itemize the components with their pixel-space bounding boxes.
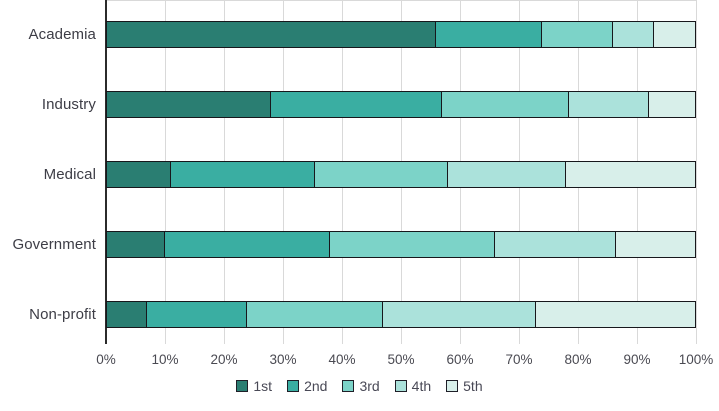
bar-segment-industry-4th[interactable]: [567, 91, 649, 118]
legend-label-1st: 1st: [253, 378, 273, 394]
bar-segment-industry-2nd[interactable]: [269, 91, 443, 118]
category-label-non-profit: Non-profit: [29, 306, 96, 323]
legend-item-2nd[interactable]: 2nd: [287, 378, 327, 394]
legend-item-1st[interactable]: 1st: [236, 378, 272, 394]
x-axis: 0% 10% 20% 30% 40% 50% 60% 70% 80% 90% 100%: [96, 352, 713, 370]
category-label-academia: Academia: [28, 26, 96, 43]
category-label-industry: Industry: [41, 96, 96, 113]
x-tick-7: 70%: [505, 352, 533, 367]
legend-swatch-4th: [394, 380, 407, 392]
bar-segment-government-3rd[interactable]: [328, 231, 496, 258]
legend-swatch-1st: [236, 380, 249, 392]
bar-segment-non-profit-4th[interactable]: [382, 301, 537, 328]
bar-segment-medical-3rd[interactable]: [314, 161, 449, 188]
bar-segment-non-profit-1st[interactable]: [106, 301, 148, 328]
bar-segment-academia-1st[interactable]: [106, 21, 437, 48]
legend-swatch-5th: [446, 380, 459, 392]
bar-segment-government-2nd[interactable]: [163, 231, 331, 258]
legend-label-4th: 4th: [411, 378, 432, 394]
legend-item-3rd[interactable]: 3rd: [342, 378, 380, 394]
bar-segment-academia-2nd[interactable]: [435, 21, 543, 48]
x-tick-6: 60%: [446, 352, 474, 367]
x-tick-8: 80%: [564, 352, 592, 367]
category-axis: Academia Industry Medical Government Non-pro…: [0, 0, 96, 344]
x-tick-0: 0%: [96, 352, 116, 367]
legend-item-4th[interactable]: 4th: [394, 378, 432, 394]
x-tick-2: 20%: [210, 352, 238, 367]
x-tick-1: 10%: [151, 352, 179, 367]
bar-segment-medical-2nd[interactable]: [169, 161, 316, 188]
legend-swatch-2nd: [287, 380, 300, 392]
bar-segment-academia-4th[interactable]: [612, 21, 655, 48]
x-tick-4: 40%: [328, 352, 356, 367]
category-label-government: Government: [12, 236, 96, 253]
legend-label-2nd: 2nd: [304, 378, 328, 394]
bar-segment-academia-5th[interactable]: [653, 21, 696, 48]
bar-row-academia: [106, 21, 696, 48]
legend-label-5th: 5th: [463, 378, 483, 394]
bar-row-industry: [106, 91, 696, 118]
bar-segment-government-4th[interactable]: [494, 231, 617, 258]
bar-row-non-profit: [106, 301, 696, 328]
bar-segment-government-5th[interactable]: [615, 231, 696, 258]
gridline: [696, 0, 697, 344]
legend-item-5th[interactable]: 5th: [446, 378, 483, 394]
bar-row-medical: [106, 161, 696, 188]
bar-segment-medical-4th[interactable]: [446, 161, 567, 188]
legend-swatch-3rd: [342, 380, 355, 392]
bar-segment-non-profit-2nd[interactable]: [146, 301, 248, 328]
bar-segment-medical-5th[interactable]: [564, 161, 696, 188]
legend-label-3rd: 3rd: [359, 378, 380, 394]
bar-segment-non-profit-3rd[interactable]: [246, 301, 384, 328]
bar-segment-industry-5th[interactable]: [647, 91, 696, 118]
bar-segment-non-profit-5th[interactable]: [535, 301, 696, 328]
plot-area: [105, 0, 697, 344]
x-tick-10: 100%: [678, 352, 714, 367]
x-tick-3: 30%: [269, 352, 297, 367]
legend: 1st 2nd 3rd 4th 5th: [0, 378, 719, 394]
bar-segment-medical-1st[interactable]: [106, 161, 171, 188]
category-label-medical: Medical: [43, 166, 96, 183]
bar-segment-industry-3rd[interactable]: [441, 91, 570, 118]
x-tick-9: 90%: [623, 352, 651, 367]
bar-segment-academia-3rd[interactable]: [541, 21, 614, 48]
x-tick-5: 50%: [387, 352, 415, 367]
bar-segment-industry-1st[interactable]: [106, 91, 272, 118]
bar-segment-government-1st[interactable]: [106, 231, 165, 258]
bar-row-government: [106, 231, 696, 258]
